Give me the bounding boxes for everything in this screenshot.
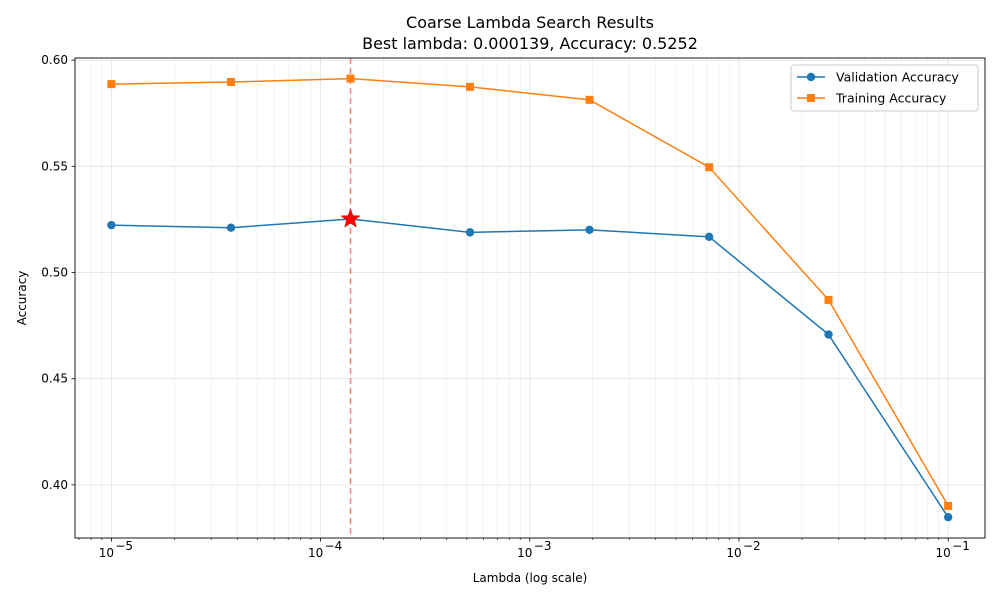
legend: Validation Accuracy Training Accuracy [790,64,979,112]
y-axis-ticks: 0.40 0.45 0.50 0.55 0.60 [41,53,75,492]
x-tick-label: 10 [99,546,114,560]
data-point [465,228,475,237]
data-point [226,223,236,232]
x-tick-label: 10 [308,546,323,560]
chart-title: Coarse Lambda Search Results [406,13,654,32]
best-point-star [340,208,361,228]
legend-label-validation: Validation Accuracy [836,70,959,85]
data-point [107,80,116,89]
series-line-0 [111,218,949,518]
x-tick-label: 10 [517,546,532,560]
x-tick-exponent: −5 [115,539,133,553]
data-point [107,220,116,230]
data-point [705,163,714,172]
data-point [704,232,714,242]
legend-marker-validation [806,72,816,82]
legend-label-training: Training Accuracy [835,91,947,106]
x-tick-exponent: −4 [325,539,343,553]
data-point [824,330,833,339]
x-tick-exponent: −2 [743,539,761,553]
data-point [585,95,594,104]
y-tick-label: 0.60 [41,53,68,67]
x-tick-exponent: −1 [952,539,970,553]
chart-subtitle: Best lambda: 0.000139, Accuracy: 0.5252 [362,34,698,53]
data-point [466,82,475,91]
legend-marker-training [807,94,815,102]
data-point [346,74,355,83]
x-tick-label: 10 [936,546,951,560]
series-layer [107,74,953,522]
y-tick-label: 0.50 [41,266,68,280]
data-point [585,225,594,235]
y-tick-label: 0.40 [41,478,68,492]
y-tick-label: 0.45 [41,372,68,386]
data-point [824,295,833,304]
data-point [226,78,235,86]
x-axis-ticks: 10 −5 10 −4 10 −3 10 −2 10 −1 [78,538,970,560]
data-point [943,512,953,522]
x-tick-exponent: −3 [534,539,552,553]
grid [75,58,985,538]
series-line-1 [111,77,949,507]
x-axis-label: Lambda (log scale) [473,571,588,585]
x-tick-label: 10 [726,546,741,560]
data-point [944,501,953,510]
y-axis-label: Accuracy [15,271,29,326]
y-tick-label: 0.55 [41,159,68,173]
legend-box [790,64,979,112]
